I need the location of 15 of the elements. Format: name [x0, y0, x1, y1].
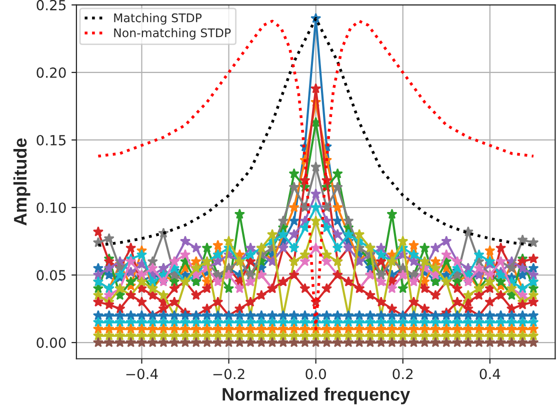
y-tick-label: 0.20	[36, 67, 66, 78]
y-tick-label: 0.00	[36, 338, 66, 348]
legend-label: Matching STDP	[114, 13, 202, 25]
y-tick-label: 0.15	[36, 134, 66, 146]
x-tick-label: 0.0	[306, 368, 326, 380]
y-tick-label: 0.10	[36, 202, 66, 213]
x-tick-label: 0.2	[392, 368, 413, 380]
x-tick-label: −0.4	[126, 368, 158, 380]
x-axis-title: Normalized frequency	[222, 387, 410, 404]
x-tick-label: 0.4	[480, 368, 500, 380]
y-axis-title: Amplitude	[13, 138, 30, 226]
y-tick-label: 0.25	[36, 0, 66, 10]
y-tick-label: 0.05	[36, 270, 66, 280]
x-tick-label: −0.2	[213, 368, 244, 380]
legend-label: Non-matching STDP	[114, 28, 231, 40]
